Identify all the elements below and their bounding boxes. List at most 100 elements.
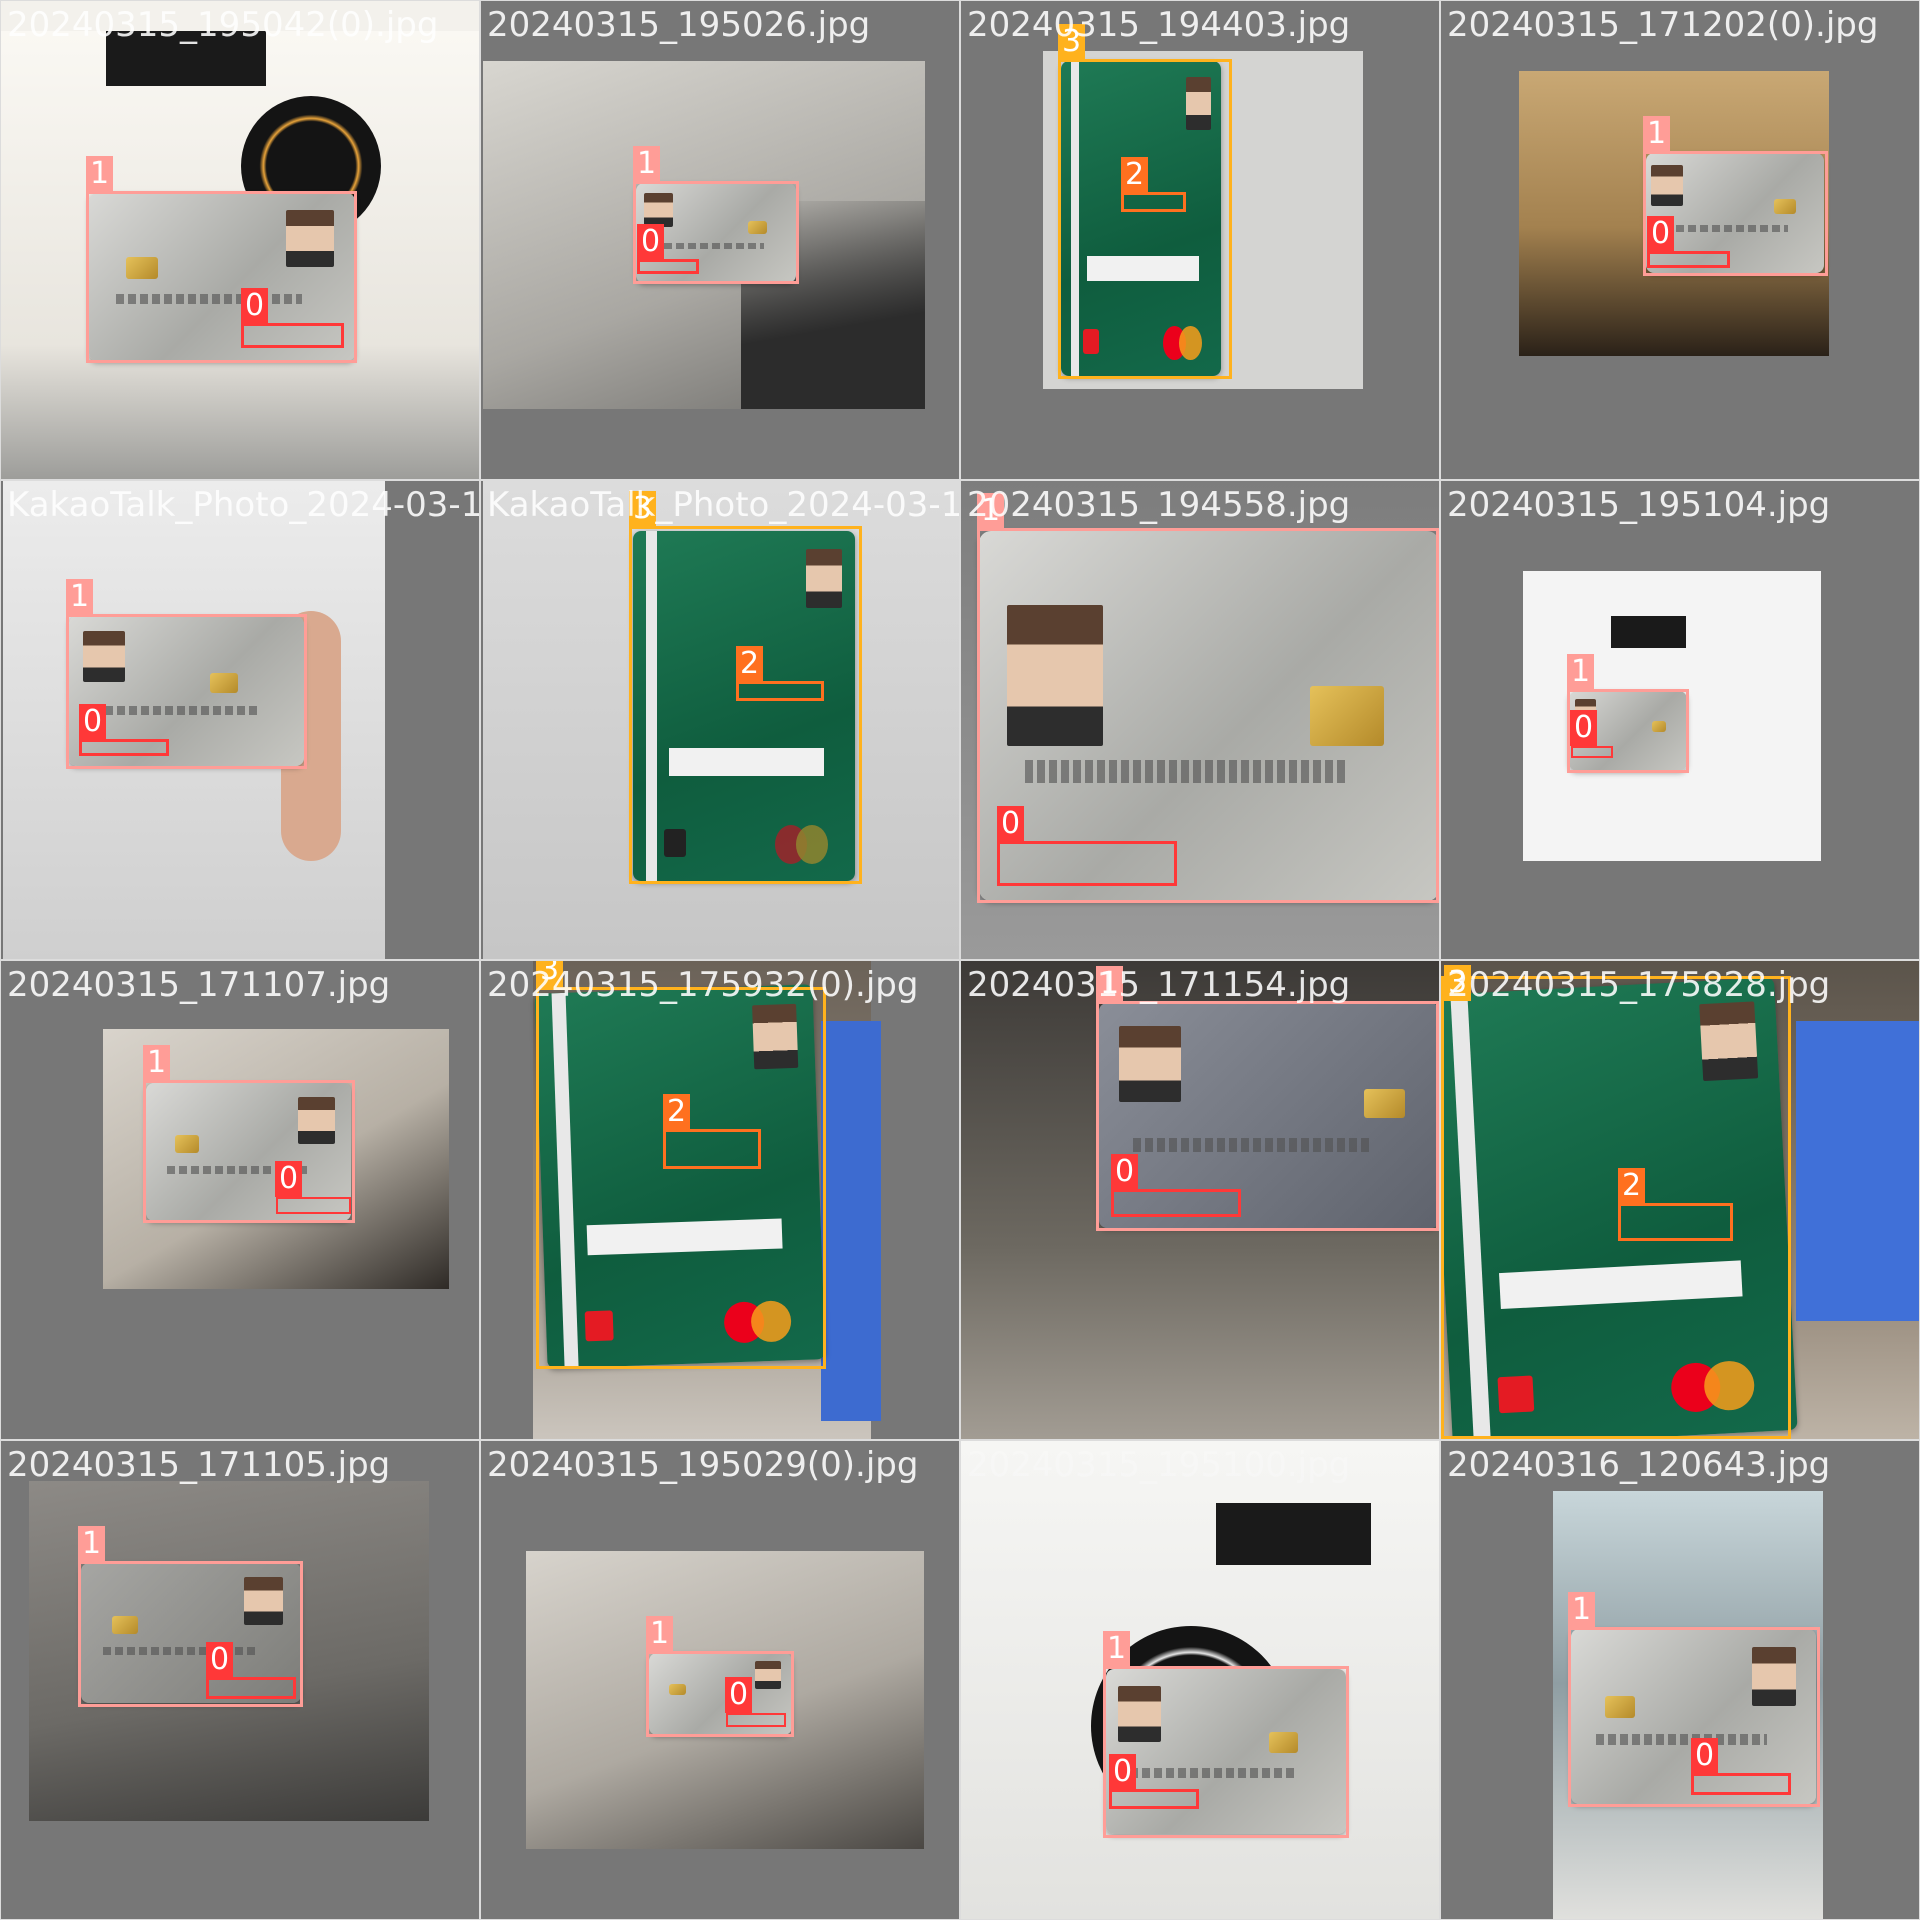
image-tile: 3 2 KakaoTalk_Photo_2024-03-16-14-39-58 … [481,481,959,959]
image-tile: 3 2 20240315_175932(0).jpg [481,961,959,1439]
box-label: 3 [1058,24,1086,60]
tile-filename: 20240315_175828.jpg [1447,965,1831,1005]
bbox-1: 1 [1643,116,1828,276]
box-label: 0 [637,224,665,260]
tile-filename: 20240315_175932(0).jpg [487,965,919,1005]
student-card [146,1083,351,1221]
bbox-0: 0 [1111,1154,1241,1217]
box-label: 0 [79,704,107,740]
bbox-1: 1 [1096,966,1439,1231]
box-label: 0 [1647,216,1675,252]
bbox-2: 2 [1618,1168,1733,1241]
box-label: 3 [629,491,657,527]
box-label: 0 [206,1642,234,1678]
sticker [1611,616,1686,648]
image-tile: 1 0 20240315_195042(0).jpg [1,1,479,479]
green-card [633,531,855,881]
student-card [649,1653,792,1735]
student-card [89,193,355,361]
sticker [1216,1503,1371,1565]
box-label: 1 [66,579,94,615]
box-label: 0 [1109,1754,1137,1790]
tile-filename: 20240315_194558.jpg [967,485,1351,525]
student-card [1099,1003,1439,1228]
box-label: 1 [633,146,661,182]
bbox-0: 0 [79,704,169,756]
box-label: 1 [1096,966,1124,1002]
tile-filename: 20240315_195100.jpg [967,1445,1351,1485]
tile-filename: 20240315_195026.jpg [487,5,871,45]
box-label: 2 [1618,1168,1646,1204]
mat [1796,1021,1919,1321]
box-label: 0 [1570,710,1598,746]
bbox-0: 0 [997,806,1177,886]
tile-filename: 20240315_171202(0).jpg [1447,5,1879,45]
bbox-1: 1 [86,156,357,363]
bbox-3: 3 [1058,24,1232,379]
tile-filename: 20240315_171105.jpg [7,1445,391,1485]
tile-filename: 20240315_195029(0).jpg [487,1445,919,1485]
bbox-0: 0 [1109,1754,1199,1809]
bbox-0: 0 [725,1677,786,1727]
tile-filename: 20240315_195104.jpg [1447,485,1831,525]
image-tile: 1 0 KakaoTalk_Photo_2024-03-16-14-39-58 … [1,481,479,959]
box-label: 1 [977,493,1005,529]
tile-filename: 20240315_171154.jpg [967,965,1351,1005]
image-tile: 1 0 20240315_171105.jpg [1,1441,479,1919]
bbox-2: 2 [736,646,824,701]
image-tile: 1 0 20240315_195029(0).jpg [481,1441,959,1919]
box-label: 1 [86,156,114,192]
bbox-0: 0 [1691,1738,1791,1795]
bbox-1: 1 [977,493,1439,903]
box-label: 3 [1444,965,1472,1001]
image-tile: 1 0 20240315_171107.jpg [1,961,479,1439]
image-tile: 1 0 20240315_171202(0).jpg [1441,1,1919,479]
box-label: 2 [663,1094,691,1130]
green-card [1061,61,1221,376]
tile-filename: 20240315_195042(0).jpg [7,5,439,45]
box-label: 1 [1103,1631,1131,1667]
box-label: 2 [1121,157,1149,193]
tile-filename: KakaoTalk_Photo_2024-03-16-14-39-58 012 [487,485,959,525]
bbox-0: 0 [637,224,699,274]
bbox-1: 1 [66,579,307,769]
bbox-1: 1 [633,146,799,284]
image-tile: 1 0 20240315_171154.jpg [961,961,1439,1439]
bbox-0: 0 [275,1161,351,1214]
bbox-3: 3 [536,961,826,1369]
tile-filename: 20240316_120643.jpg [1447,1445,1831,1485]
bbox-1: 1 [143,1045,355,1223]
image-tile: 3 2 20240315_194403.jpg [961,1,1439,479]
box-label: 1 [143,1045,171,1081]
box-label: 1 [1643,116,1671,152]
bbox-1: 1 [646,1616,794,1737]
tile-filename: 20240315_194403.jpg [967,5,1351,45]
box-label: 2 [736,646,764,682]
box-label: 0 [241,288,269,324]
box-label: 0 [275,1161,303,1197]
bbox-0: 0 [241,288,344,348]
box-label: 3 [536,961,564,988]
bbox-2: 2 [663,1094,761,1169]
bbox-2: 2 [1121,157,1186,212]
image-tile: 1 0 20240315_195026.jpg [481,1,959,479]
bbox-1: 1 [1567,654,1689,773]
mat [821,1021,881,1421]
tile-filename: KakaoTalk_Photo_2024-03-16-14-39-58 012 [7,485,479,525]
image-tile: 1 0 20240315_194558.jpg [961,481,1439,959]
bbox-1: 1 [1103,1631,1349,1838]
box-label: 0 [725,1677,753,1713]
bbox-3: 3 [1441,965,1791,1439]
box-label: 1 [646,1616,674,1652]
sticker [106,31,266,86]
image-tile: 3 2 20240315_175828.jpg [1441,961,1919,1439]
box-label: 1 [1567,654,1595,690]
bbox-0: 0 [1570,710,1613,758]
image-tile: 1 0 20240316_120643.jpg [1441,1441,1919,1919]
bbox-1: 1 [78,1526,303,1707]
bbox-3: 3 [629,491,862,884]
bbox-0: 0 [206,1642,296,1699]
box-label: 1 [1568,1592,1596,1628]
box-label: 0 [997,806,1025,842]
